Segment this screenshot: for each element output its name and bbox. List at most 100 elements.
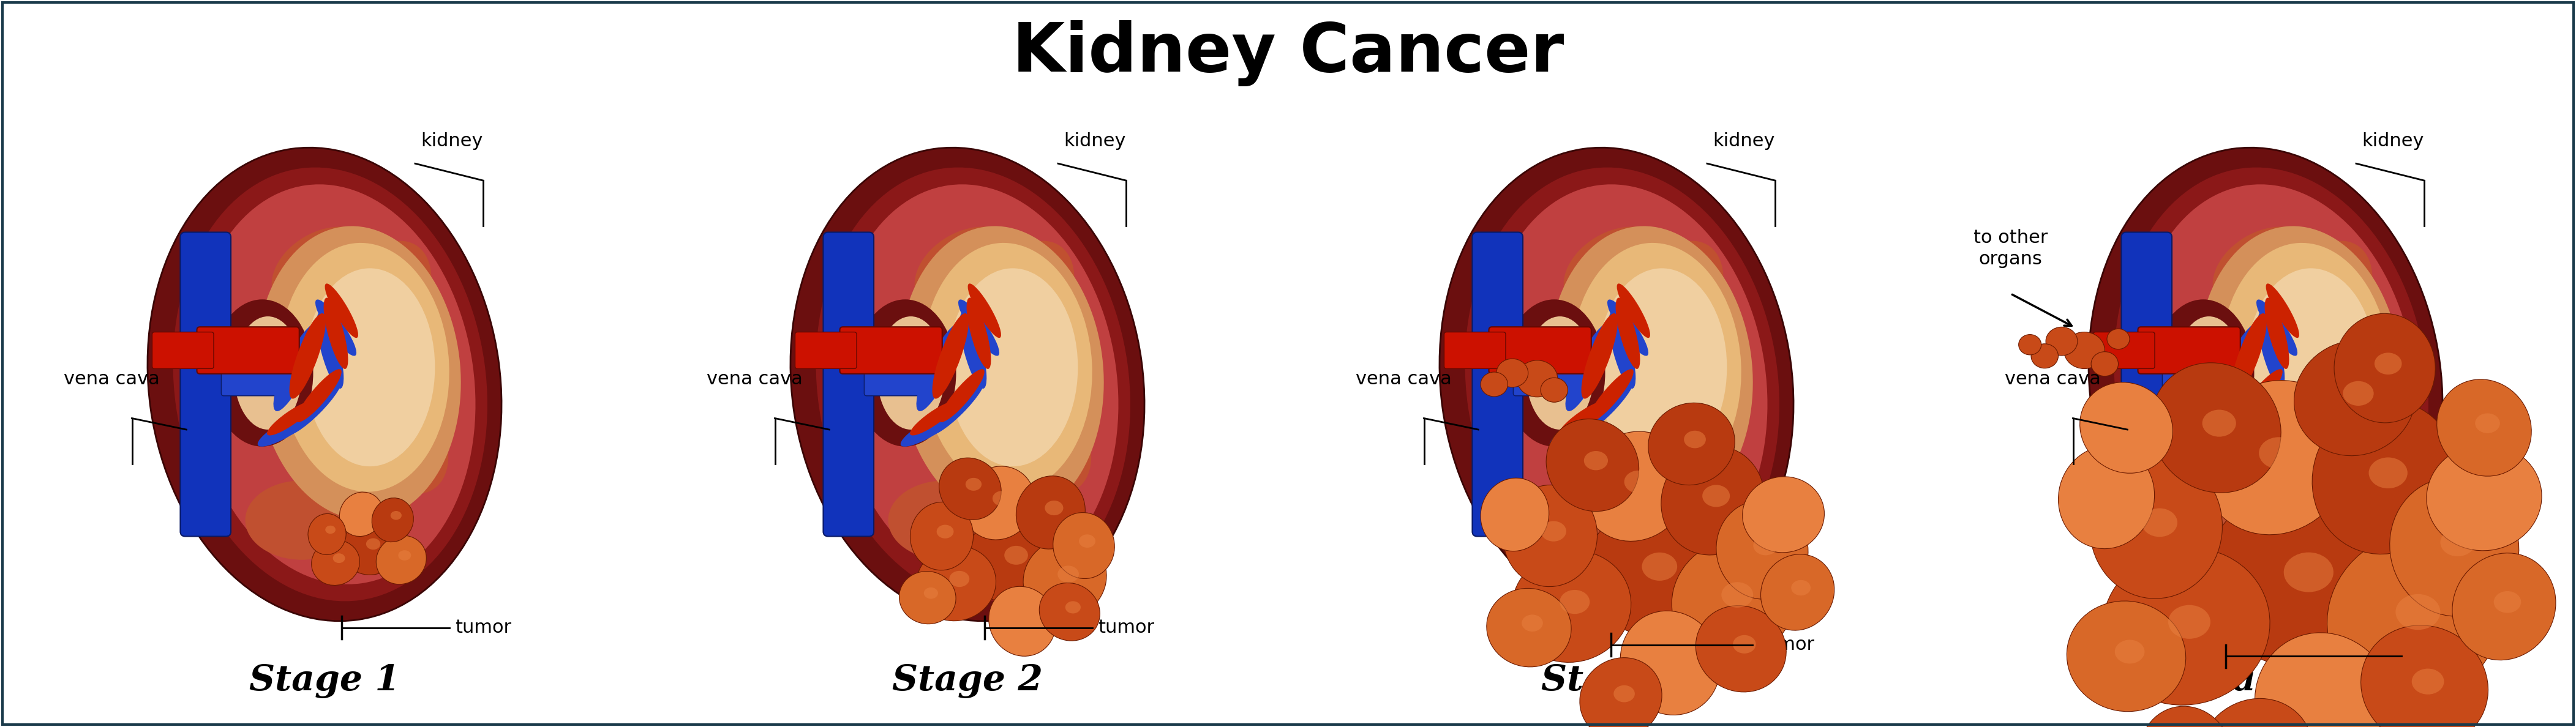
Text: tumor: tumor bbox=[2406, 647, 2463, 665]
Ellipse shape bbox=[296, 369, 343, 422]
Text: tumor: tumor bbox=[1757, 636, 1814, 654]
Ellipse shape bbox=[1597, 268, 1726, 467]
Ellipse shape bbox=[2316, 305, 2396, 418]
Ellipse shape bbox=[2208, 401, 2254, 435]
Ellipse shape bbox=[2063, 332, 2105, 369]
FancyBboxPatch shape bbox=[796, 332, 858, 369]
Text: kidney: kidney bbox=[1713, 132, 1775, 150]
Ellipse shape bbox=[2254, 632, 2396, 727]
Ellipse shape bbox=[1558, 401, 1605, 435]
Ellipse shape bbox=[992, 491, 1012, 506]
Ellipse shape bbox=[234, 316, 301, 430]
Ellipse shape bbox=[2020, 334, 2040, 355]
Ellipse shape bbox=[948, 453, 1054, 542]
Ellipse shape bbox=[343, 241, 430, 347]
Ellipse shape bbox=[1582, 313, 1618, 398]
Ellipse shape bbox=[255, 226, 461, 520]
Ellipse shape bbox=[1685, 430, 1705, 448]
Text: kidney: kidney bbox=[420, 132, 482, 150]
Ellipse shape bbox=[2205, 485, 2403, 669]
Ellipse shape bbox=[2089, 148, 2442, 621]
Ellipse shape bbox=[376, 536, 428, 585]
Ellipse shape bbox=[2452, 553, 2555, 660]
Ellipse shape bbox=[2282, 241, 2372, 347]
Ellipse shape bbox=[966, 516, 1061, 603]
Ellipse shape bbox=[2295, 340, 2416, 456]
Ellipse shape bbox=[278, 243, 448, 491]
Text: tumor: tumor bbox=[456, 619, 510, 637]
Ellipse shape bbox=[2045, 327, 2076, 356]
Ellipse shape bbox=[273, 324, 319, 411]
Ellipse shape bbox=[1615, 298, 1641, 369]
Ellipse shape bbox=[2439, 529, 2476, 556]
Ellipse shape bbox=[2391, 478, 2519, 616]
Ellipse shape bbox=[1018, 305, 1097, 418]
Ellipse shape bbox=[963, 466, 1036, 539]
Text: vena cava: vena cava bbox=[1355, 370, 1453, 387]
Ellipse shape bbox=[1651, 388, 1741, 494]
Text: kidney: kidney bbox=[1064, 132, 1126, 150]
Ellipse shape bbox=[2375, 353, 2401, 374]
FancyBboxPatch shape bbox=[1512, 359, 1587, 395]
Ellipse shape bbox=[948, 268, 1077, 467]
Ellipse shape bbox=[1510, 502, 1528, 518]
Ellipse shape bbox=[2370, 457, 2409, 489]
Ellipse shape bbox=[2174, 316, 2244, 430]
Ellipse shape bbox=[925, 587, 938, 599]
Ellipse shape bbox=[1734, 635, 1757, 654]
Ellipse shape bbox=[2151, 363, 2280, 493]
Ellipse shape bbox=[1649, 403, 1734, 485]
Ellipse shape bbox=[2494, 591, 2522, 613]
Ellipse shape bbox=[2141, 508, 2177, 537]
Ellipse shape bbox=[791, 148, 1144, 621]
Ellipse shape bbox=[2197, 226, 2401, 520]
FancyBboxPatch shape bbox=[1489, 327, 1592, 374]
Ellipse shape bbox=[325, 284, 358, 338]
Ellipse shape bbox=[340, 522, 399, 575]
Ellipse shape bbox=[2267, 284, 2300, 338]
Text: Stage 1: Stage 1 bbox=[250, 664, 399, 699]
Ellipse shape bbox=[2334, 313, 2434, 423]
FancyBboxPatch shape bbox=[222, 359, 294, 395]
Ellipse shape bbox=[855, 300, 956, 446]
Ellipse shape bbox=[917, 324, 961, 411]
Ellipse shape bbox=[1540, 378, 1569, 402]
Ellipse shape bbox=[1613, 686, 1636, 702]
Ellipse shape bbox=[909, 401, 958, 435]
Ellipse shape bbox=[2257, 300, 2298, 356]
Ellipse shape bbox=[2360, 625, 2488, 727]
Ellipse shape bbox=[1002, 388, 1092, 494]
Ellipse shape bbox=[1481, 372, 1507, 396]
Ellipse shape bbox=[2473, 481, 2501, 505]
Ellipse shape bbox=[2221, 243, 2391, 491]
Ellipse shape bbox=[1695, 606, 1785, 692]
Ellipse shape bbox=[1667, 305, 1747, 418]
Ellipse shape bbox=[1790, 580, 1811, 595]
Ellipse shape bbox=[984, 241, 1074, 347]
Ellipse shape bbox=[1005, 546, 1028, 565]
Ellipse shape bbox=[1551, 413, 1605, 446]
Ellipse shape bbox=[1584, 451, 1607, 470]
Ellipse shape bbox=[2058, 446, 2154, 549]
Text: vena cava: vena cava bbox=[64, 370, 160, 387]
Ellipse shape bbox=[1023, 538, 1108, 619]
Text: tumor: tumor bbox=[1097, 619, 1154, 637]
Ellipse shape bbox=[1440, 148, 1793, 621]
Ellipse shape bbox=[2117, 414, 2141, 433]
Ellipse shape bbox=[1762, 554, 1834, 630]
Ellipse shape bbox=[1046, 501, 1064, 515]
Ellipse shape bbox=[1672, 539, 1795, 659]
Ellipse shape bbox=[1038, 583, 1100, 640]
Ellipse shape bbox=[2437, 379, 2532, 476]
Ellipse shape bbox=[2226, 378, 2282, 435]
Ellipse shape bbox=[817, 167, 1131, 601]
Ellipse shape bbox=[876, 316, 945, 430]
Ellipse shape bbox=[966, 478, 981, 491]
Ellipse shape bbox=[270, 227, 379, 316]
Ellipse shape bbox=[314, 300, 355, 356]
Ellipse shape bbox=[332, 553, 345, 563]
Ellipse shape bbox=[2066, 601, 2187, 712]
Ellipse shape bbox=[2344, 381, 2372, 406]
Ellipse shape bbox=[1620, 611, 1721, 715]
Ellipse shape bbox=[1577, 378, 1633, 435]
